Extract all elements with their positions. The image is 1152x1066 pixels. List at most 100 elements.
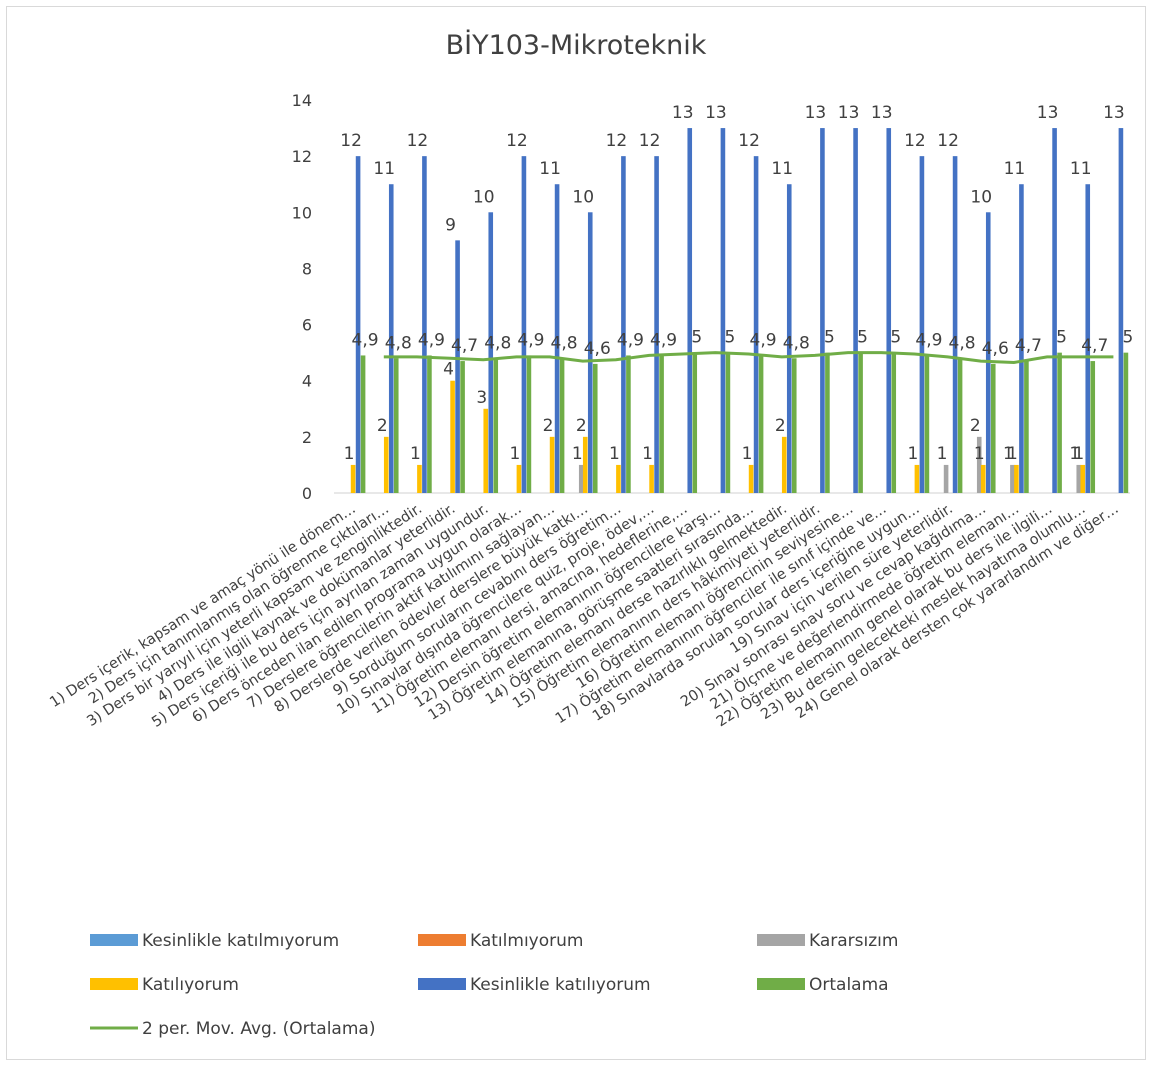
data-label: 12 bbox=[340, 131, 362, 151]
legend-label: Kararsızım bbox=[809, 931, 898, 951]
bar-kesinlikle-kat-l-yorum bbox=[621, 156, 626, 493]
y-axis: 0 2 4 6 8 10 12 14 bbox=[292, 91, 312, 503]
bar-ortalama bbox=[692, 352, 698, 493]
bar-ortalama bbox=[526, 355, 532, 493]
data-label: 1 bbox=[642, 444, 653, 464]
data-label: 13 bbox=[1037, 103, 1059, 123]
y-tick-label: 2 bbox=[302, 428, 312, 447]
bar-kat-l-yorum bbox=[914, 464, 920, 493]
bar-kat-l-yorum bbox=[980, 464, 986, 493]
bar-kesinlikle-kat-l-yorum bbox=[687, 128, 693, 494]
bar-ortalama bbox=[891, 352, 897, 493]
data-label: 13 bbox=[871, 103, 893, 123]
data-label: 4,6 bbox=[982, 339, 1009, 359]
bar-kesinlikle-kat-l-yorum bbox=[488, 212, 494, 494]
bar-kesinlikle-kat-l-yorum bbox=[587, 212, 593, 494]
bar-kesinlikle-kat-l-yorum bbox=[720, 128, 726, 494]
bar-ortalama bbox=[592, 363, 598, 493]
data-label: 4,9 bbox=[750, 330, 777, 350]
bar-kat-l-yorum bbox=[450, 380, 455, 493]
bar-ortalama bbox=[460, 361, 465, 493]
data-label: 1 bbox=[974, 444, 985, 464]
data-label: 11 bbox=[1004, 159, 1026, 179]
data-label: 4,8 bbox=[484, 333, 511, 353]
bar-kat-l-yorum bbox=[383, 436, 389, 493]
data-label: 13 bbox=[838, 103, 860, 123]
bar-ortalama bbox=[957, 358, 963, 493]
bar-karars-z-m bbox=[976, 436, 982, 493]
data-label: 5 bbox=[691, 328, 702, 348]
data-label: 2 bbox=[775, 416, 786, 436]
bar-ortalama bbox=[1123, 352, 1129, 493]
legend-label: Kesinlikle katılmıyorum bbox=[142, 931, 339, 951]
moving-average-line bbox=[383, 351, 1114, 365]
bar-ortalama bbox=[626, 355, 631, 493]
data-label: 3 bbox=[476, 388, 487, 408]
data-label: 4,8 bbox=[949, 333, 976, 353]
bar-kat-l-yorum bbox=[350, 464, 356, 493]
y-tick-label: 4 bbox=[302, 372, 312, 391]
data-label: 12 bbox=[738, 131, 760, 151]
data-label: 2 bbox=[377, 416, 388, 436]
bars bbox=[350, 128, 1129, 494]
data-label: 2 bbox=[576, 416, 587, 436]
data-label: 4,9 bbox=[650, 330, 677, 350]
bar-kesinlikle-kat-l-yorum bbox=[422, 156, 427, 493]
bar-kesinlikle-kat-l-yorum bbox=[1052, 128, 1057, 494]
bar-kesinlikle-kat-l-yorum bbox=[388, 184, 394, 493]
data-label: 11 bbox=[1070, 159, 1092, 179]
bar-kesinlikle-kat-l-yorum bbox=[554, 184, 560, 493]
data-label: 13 bbox=[805, 103, 827, 123]
bar-ortalama bbox=[559, 358, 565, 493]
bar-kesinlikle-kat-l-yorum bbox=[786, 184, 792, 493]
data-label: 5 bbox=[824, 328, 835, 348]
bar-karars-z-m bbox=[1076, 464, 1082, 493]
bar-kesinlikle-kat-l-yorum bbox=[753, 156, 759, 493]
bar-kesinlikle-kat-l-yorum bbox=[952, 156, 958, 493]
bar-ortalama bbox=[858, 352, 863, 493]
bar-kat-l-yorum bbox=[516, 464, 522, 493]
legend: Kesinlikle katılmıyorum Katılmıyorum Karar… bbox=[90, 931, 898, 1039]
data-label: 1 bbox=[908, 444, 919, 464]
data-label: 1 bbox=[344, 444, 355, 464]
data-label: 4,8 bbox=[385, 333, 412, 353]
bar-ortalama bbox=[1090, 361, 1096, 493]
bar-ortalama bbox=[1024, 361, 1029, 493]
data-label: 1 bbox=[1073, 444, 1084, 464]
data-label: 1 bbox=[1007, 444, 1018, 464]
data-label: 4,8 bbox=[551, 333, 578, 353]
data-label: 2 bbox=[543, 416, 554, 436]
bar-kat-l-yorum bbox=[1014, 464, 1019, 493]
data-label: 12 bbox=[904, 131, 926, 151]
bar-kesinlikle-kat-l-yorum bbox=[919, 156, 925, 493]
data-label: 1 bbox=[609, 444, 620, 464]
bar-kesinlikle-kat-l-yorum bbox=[455, 240, 460, 493]
data-label: 11 bbox=[539, 159, 561, 179]
bar-kesinlikle-kat-l-yorum bbox=[521, 156, 527, 493]
data-label: 12 bbox=[407, 131, 429, 151]
bar-kat-l-yorum bbox=[781, 436, 787, 493]
data-label: 13 bbox=[1103, 103, 1125, 123]
bar-kesinlikle-kat-l-yorum bbox=[654, 156, 659, 493]
bar-kesinlikle-kat-l-yorum bbox=[1019, 184, 1024, 493]
bar-kat-l-yorum bbox=[616, 464, 621, 493]
legend-label: Katılmıyorum bbox=[470, 931, 583, 951]
bar-kat-l-yorum bbox=[582, 436, 588, 493]
legend-swatch bbox=[418, 934, 466, 946]
trendline bbox=[383, 351, 1114, 365]
legend-label: Ortalama bbox=[809, 975, 889, 995]
data-label: 1 bbox=[410, 444, 421, 464]
legend-swatch bbox=[757, 978, 805, 990]
y-tick-label: 14 bbox=[292, 91, 312, 110]
bar-kesinlikle-kat-l-yorum bbox=[886, 128, 892, 494]
bar-ortalama bbox=[725, 352, 731, 493]
data-label: 5 bbox=[725, 328, 736, 348]
data-label: 2 bbox=[970, 416, 981, 436]
bar-kesinlikle-kat-l-yorum bbox=[1118, 128, 1124, 494]
bar-karars-z-m bbox=[578, 464, 584, 493]
bar-kesinlikle-kat-l-yorum bbox=[1085, 184, 1091, 493]
legend-swatch bbox=[418, 978, 466, 990]
legend-label: Katılıyorum bbox=[142, 975, 239, 995]
bar-ortalama bbox=[990, 363, 996, 493]
